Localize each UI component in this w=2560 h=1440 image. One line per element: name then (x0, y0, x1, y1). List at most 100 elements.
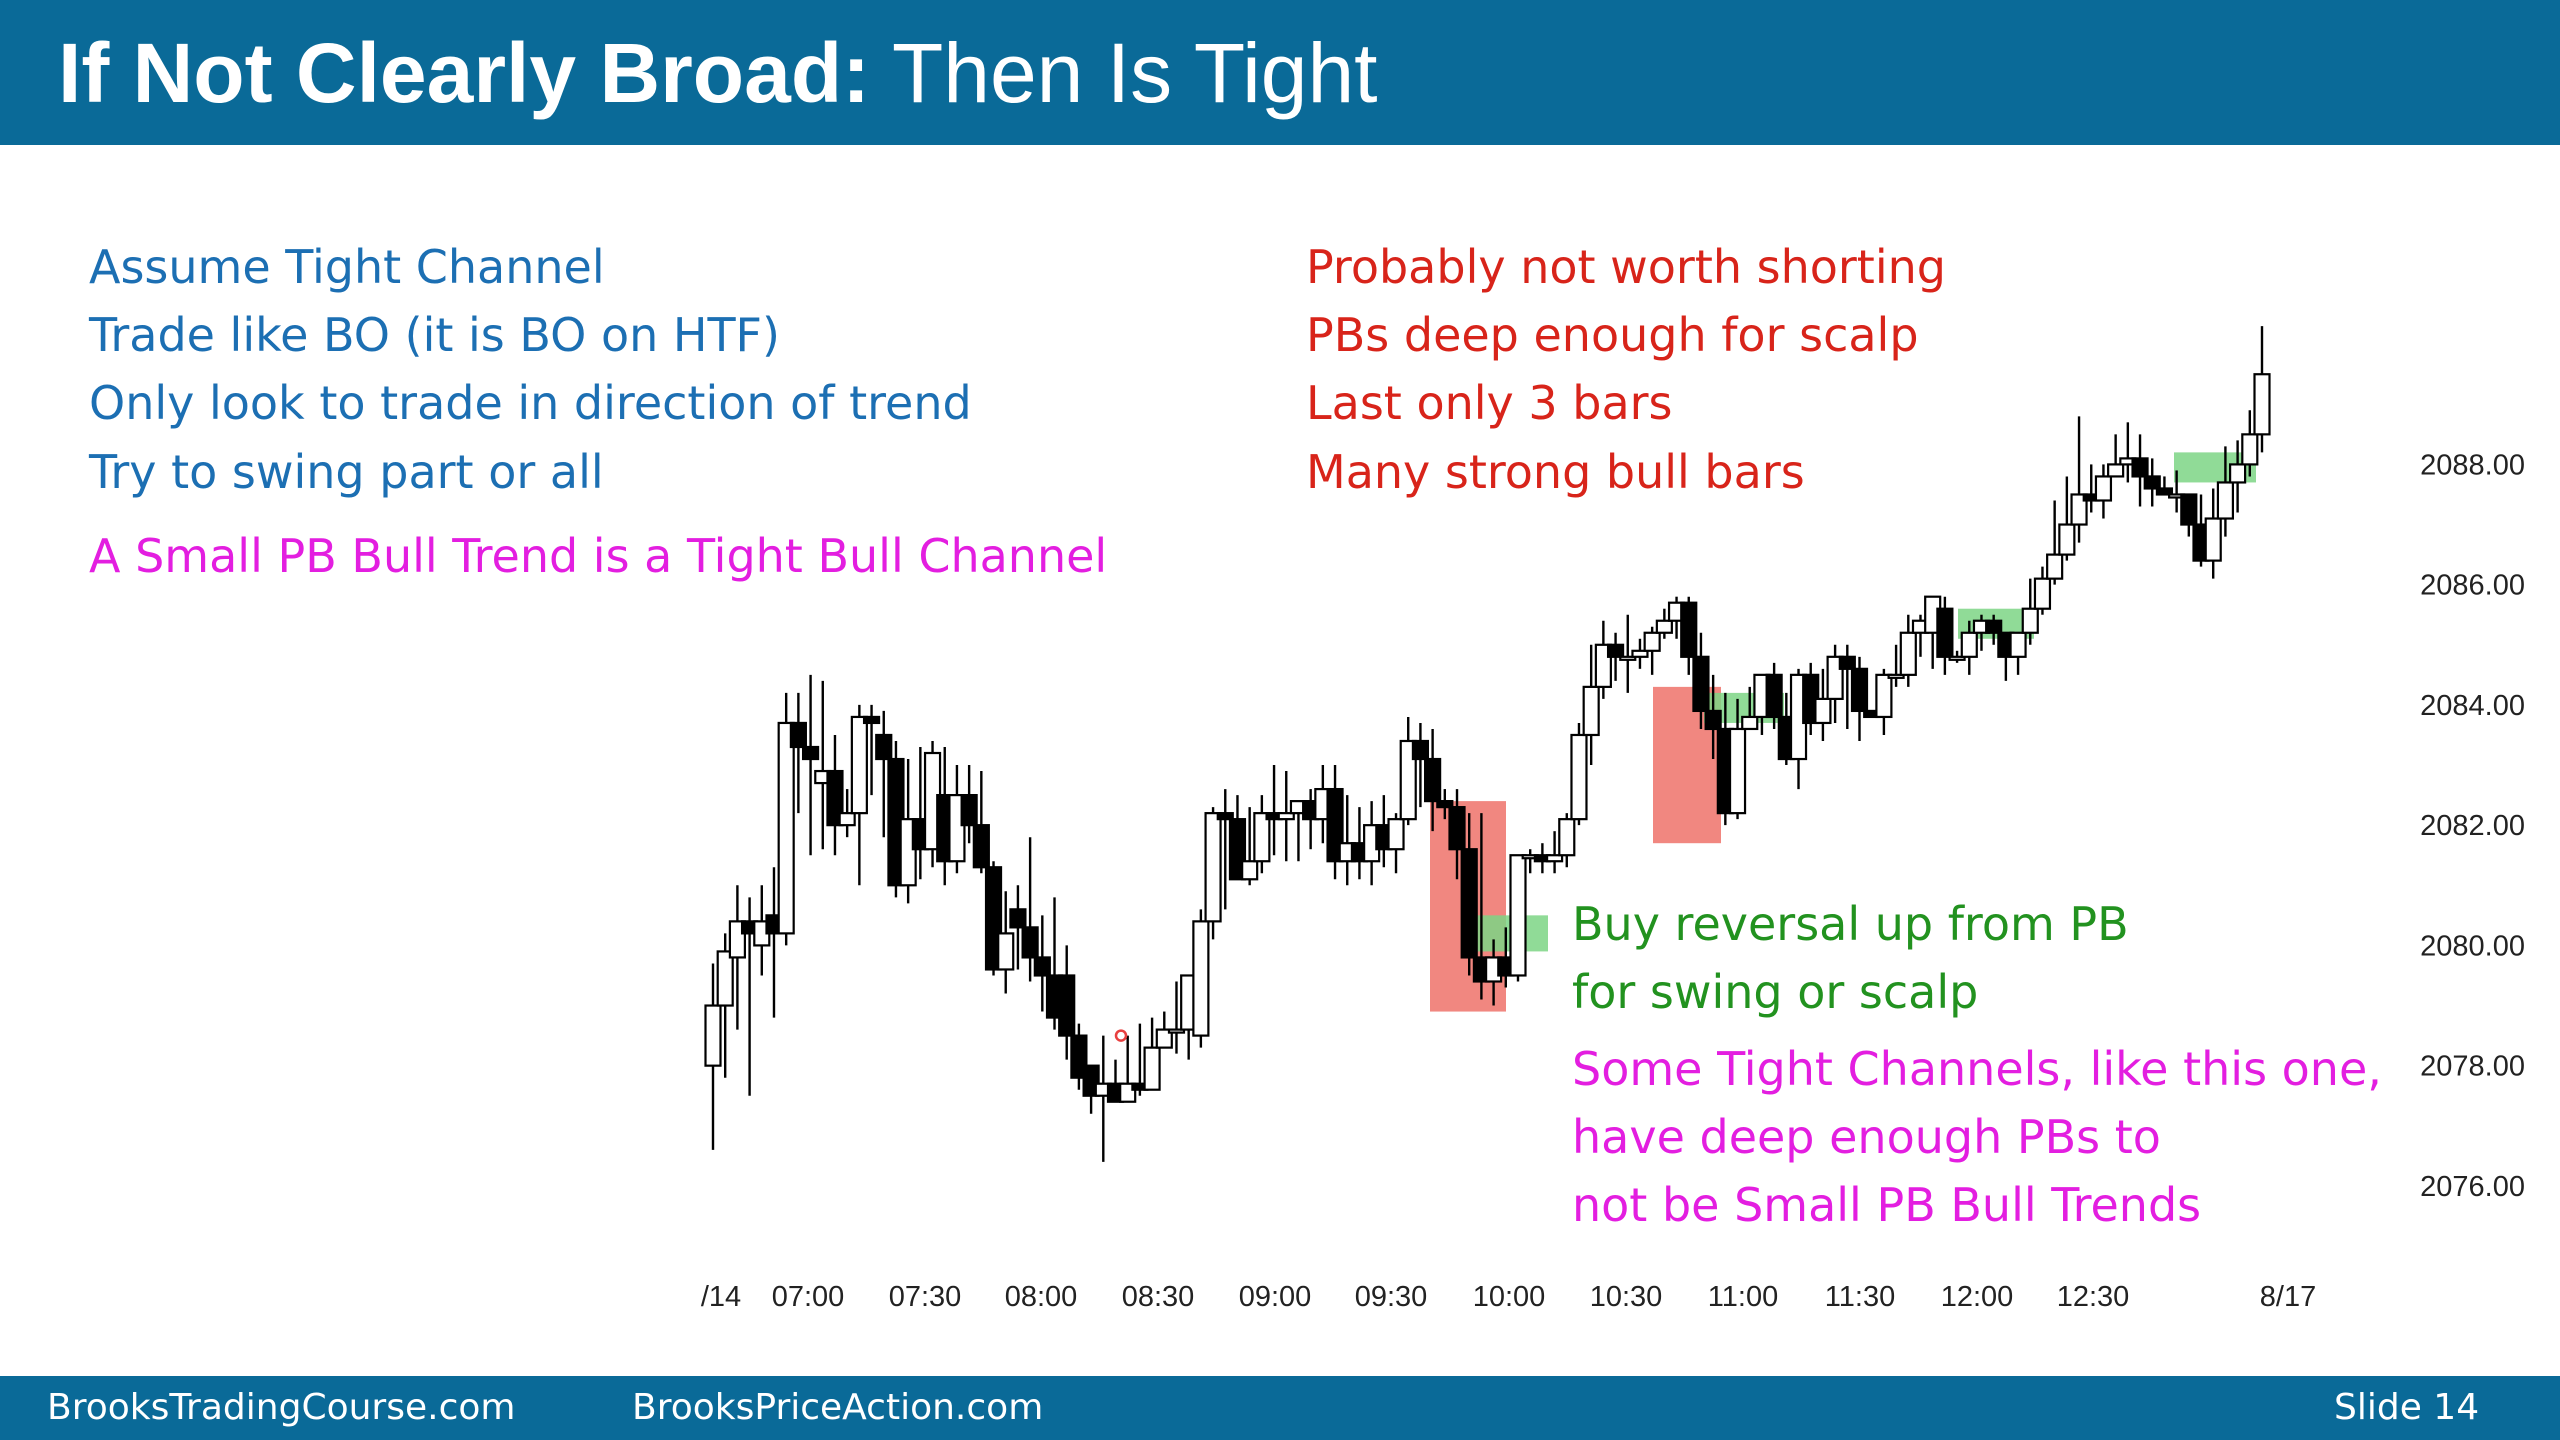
y-tick-label: 2076.00 (2420, 1171, 2525, 1203)
bull-candle (1619, 655, 1637, 661)
bull-candle (1814, 697, 1832, 725)
bear-candle (875, 733, 893, 761)
bear-candle (1680, 601, 1698, 658)
bull-candle (2216, 481, 2235, 520)
bull-candle (2046, 553, 2064, 580)
title-rest: Then Is Tight (891, 26, 1378, 120)
bull-candle (1253, 812, 1271, 863)
bull-candle (2094, 475, 2113, 502)
bull-candle (2204, 517, 2222, 562)
bear-candle (1448, 806, 1466, 851)
bull-candle (1167, 1028, 1186, 1034)
bull-candle (1643, 631, 1661, 652)
footer-left: BrooksTradingCourse.com (47, 1387, 516, 1428)
title-bar (0, 0, 2560, 145)
bear-candle (1411, 739, 1430, 761)
note-left-3: Only look to trade in direction of trend (89, 376, 972, 430)
x-tick-label: 08:00 (1005, 1281, 1078, 1313)
bear-candle (1021, 926, 1039, 959)
note-left-4: Try to swing part or all (89, 445, 604, 499)
bear-candle (826, 769, 844, 827)
note-left-magenta: A Small PB Bull Trend is a Tight Bull Ch… (89, 529, 1108, 583)
bull-candle (1741, 715, 1759, 731)
x-tick-label: 11:30 (1825, 1281, 1895, 1313)
x-tick-label: 09:30 (1355, 1281, 1428, 1313)
bull-candle (2058, 523, 2076, 556)
bull-candle (1399, 739, 1417, 821)
bull-candle (1655, 619, 1673, 634)
bear-candle (862, 715, 881, 725)
bull-candle (777, 721, 795, 935)
note-bottom-2: have deep enough PBs to (1572, 1110, 2161, 1164)
footer-slide: Slide 14 (2334, 1387, 2480, 1428)
x-tick-label: 12:30 (2057, 1281, 2130, 1313)
note-left-1: Assume Tight Channel (89, 240, 605, 294)
x-tick-label: 09:00 (1239, 1281, 1312, 1313)
y-tick-label: 2086.00 (2420, 570, 2525, 602)
bear-candle (1850, 667, 1869, 713)
bull-candle (1558, 818, 1576, 857)
x-tick-label: 10:00 (1473, 1281, 1546, 1313)
note-right-1: Probably not worth shorting (1306, 240, 1946, 294)
bull-candle (1887, 673, 1905, 679)
bear-candle (1985, 619, 2003, 634)
bear-candle (1058, 974, 1076, 1037)
bear-candle (1704, 709, 1722, 731)
bull-candle (2107, 463, 2125, 478)
x-tick-label: 07:30 (889, 1281, 962, 1313)
bull-candle (1143, 1046, 1161, 1091)
bear-candle (2180, 493, 2198, 526)
x-tick-label: 11:00 (1708, 1281, 1778, 1313)
bull-candle (2070, 493, 2088, 526)
bear-candle (1460, 848, 1478, 959)
bull-candle (2021, 607, 2039, 634)
note-bottom-3: not be Small PB Bull Trends (1572, 1178, 2202, 1232)
slide-title: If Not Clearly Broad: Then Is Tight (58, 18, 1378, 128)
bull-candle (2253, 373, 2271, 436)
bear-candle (1765, 673, 1783, 719)
bull-candle (1509, 854, 1527, 977)
bear-candle (789, 721, 807, 749)
candlestick-chart: 2088.00 2086.00 2084.00 2082.00 2080.00 2078.… (701, 326, 2525, 1313)
x-tick-label: 08:30 (1122, 1281, 1195, 1313)
bear-candle (1216, 812, 1234, 821)
y-tick-label: 2088.00 (2420, 449, 2525, 481)
bull-candle (1241, 860, 1259, 881)
footer-middle: BrooksPriceAction.com (632, 1387, 1044, 1428)
bull-candle (2241, 433, 2259, 466)
bull-candle (1570, 733, 1588, 821)
bull-candle (1631, 649, 1649, 658)
bull-candle (1387, 818, 1405, 851)
bull-candle (2033, 577, 2052, 610)
y-tick-label: 2084.00 (2420, 690, 2525, 722)
bull-candle (1277, 812, 1295, 821)
bull-candle (1204, 812, 1222, 923)
title-bold: If Not Clearly Broad: (58, 26, 871, 120)
x-tick-label: 10:30 (1590, 1281, 1663, 1313)
bull-candle (716, 950, 734, 1007)
note-bottom-1: Some Tight Channels, like this one, (1572, 1042, 2382, 1096)
y-tick-label: 2082.00 (2420, 810, 2525, 842)
bear-candle (1838, 655, 1856, 670)
bear-candle (2143, 475, 2161, 490)
bull-candle (850, 715, 868, 815)
bull-candle (1155, 1028, 1173, 1049)
bull-candle (997, 932, 1015, 971)
bear-candle (2131, 457, 2149, 478)
bull-candle (1192, 920, 1210, 1037)
y-tick-label: 2078.00 (2420, 1051, 2525, 1083)
x-tick-label: /14 (701, 1281, 741, 1313)
bull-candle (1582, 685, 1600, 737)
bear-candle (972, 824, 990, 869)
bull-candle (1960, 631, 1978, 658)
x-tick-label: 07:00 (772, 1281, 845, 1313)
footer-bar (0, 1376, 2560, 1440)
bull-candle (2009, 631, 2027, 658)
bull-candle (704, 1004, 722, 1067)
note-right-4: Many strong bull bars (1306, 445, 1805, 499)
note-buy-2: for swing or scalp (1572, 965, 1979, 1019)
note-right-2: PBs deep enough for scalp (1306, 308, 1919, 362)
bear-candle (1936, 607, 1954, 658)
x-tick-label: 8/17 (2260, 1281, 2316, 1313)
bear-candle (1692, 655, 1710, 713)
